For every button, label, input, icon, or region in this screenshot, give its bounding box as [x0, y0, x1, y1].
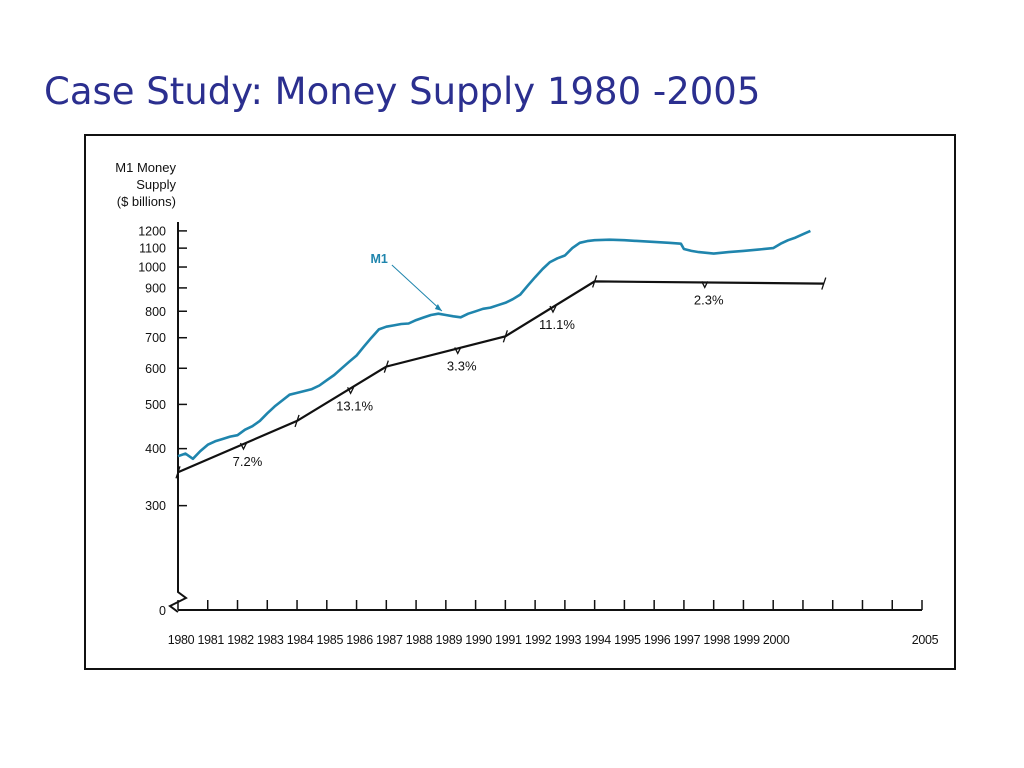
x-tick-label: 1980 [168, 633, 195, 647]
y-tick-label: 900 [145, 281, 166, 295]
chart-frame: M1 Money Supply ($ billions) 0 300 400 500 600 7… [84, 134, 956, 670]
trend-segment-label: 13.1% [336, 398, 373, 413]
x-tick-label: 1991 [495, 633, 522, 647]
x-tick-label: 1994 [584, 633, 611, 647]
x-tick-label: 1983 [257, 633, 284, 647]
y-axis-line [168, 222, 188, 613]
trend-mid-mark [549, 305, 557, 314]
trend-mid-mark [347, 387, 355, 395]
x-tick-label: 1984 [287, 633, 314, 647]
trend-mid-mark [454, 347, 462, 355]
x-tick-label: 1995 [614, 633, 641, 647]
trend-segment-label: 7.2% [233, 454, 263, 469]
x-tick-label: 1985 [316, 633, 343, 647]
x-tick-label: 1986 [346, 633, 373, 647]
y-axis-title-line: Supply [136, 177, 176, 192]
trend-segment-label: 3.3% [447, 358, 477, 373]
y-axis-title-line: ($ billions) [117, 194, 176, 209]
x-tick-label: 1990 [465, 633, 492, 647]
trend-brace-tick [592, 275, 598, 288]
trend-brace-tick [294, 414, 300, 428]
x-tick-label: 1981 [197, 633, 224, 647]
x-tick-label: 1999 [733, 633, 760, 647]
y-tick-label: 1200 [138, 224, 166, 238]
y-axis-title-line: M1 Money [115, 160, 176, 175]
x-tick-label: 1987 [376, 633, 403, 647]
series-annotation-label: M1 [371, 252, 388, 266]
y-tick-label: 500 [145, 398, 166, 412]
y-tick-label: 700 [145, 331, 166, 345]
series-line-m1 [177, 229, 811, 461]
trend-segment-label: 11.1% [539, 317, 575, 332]
x-tick-label: 1982 [227, 633, 254, 647]
trend-segment-label: 2.3% [694, 292, 724, 307]
annotation-arrowhead [434, 303, 442, 311]
y-tick-label: 1100 [139, 242, 166, 256]
x-tick-label: 2005 [912, 633, 939, 647]
x-tick-label: 1997 [674, 633, 701, 647]
x-tick-label: 1989 [436, 633, 463, 647]
trend-mid-mark [239, 442, 248, 451]
y-tick-label: 800 [145, 305, 166, 319]
slide-title: Case Study: Money Supply 1980 -2005 [44, 70, 761, 113]
y-tick-label: 600 [145, 362, 166, 376]
y-tick-label: 300 [145, 499, 166, 513]
m1-chart: M1 Money Supply ($ billions) 0 300 400 500 600 7… [115, 160, 939, 647]
x-tick-label: 1988 [406, 633, 433, 647]
y-tick-label: 0 [159, 604, 166, 618]
y-tick-label: 1000 [138, 261, 166, 275]
trend-mid-mark [701, 281, 709, 289]
x-tick-label: 1992 [525, 633, 552, 647]
trend-line [177, 280, 824, 474]
annotation-leader-line [391, 264, 443, 312]
trend-brace-tick [821, 277, 827, 290]
x-tick-label: 1998 [703, 633, 730, 647]
x-tick-label: 1993 [555, 633, 582, 647]
x-tick-label: 1996 [644, 633, 671, 647]
y-tick-label: 400 [145, 442, 166, 456]
trend-brace-tick [175, 466, 181, 479]
trend-brace-tick [502, 330, 508, 343]
x-tick-label: 2000 [763, 633, 790, 647]
trend-brace-tick [383, 360, 389, 373]
